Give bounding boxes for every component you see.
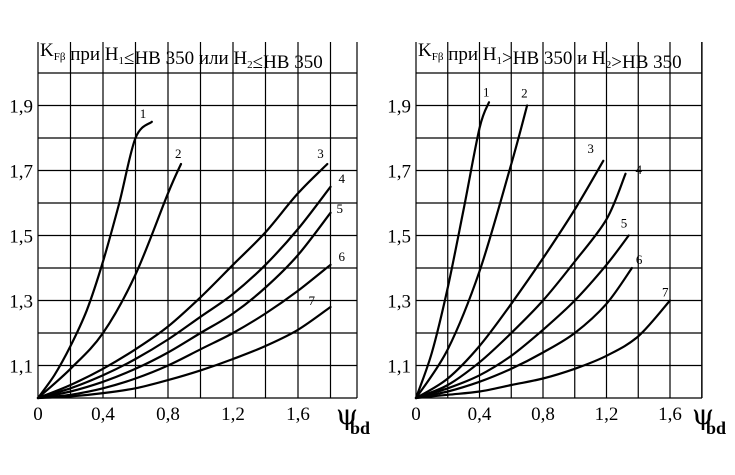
y-tick-label: 1,3 [9,292,33,313]
x-tick-label: 0 [33,404,43,425]
grid [37,42,358,399]
series-label-6: 6 [636,252,643,267]
series-line-2 [414,104,529,400]
x-tick-label: 0,4 [468,404,492,425]
series-line-7 [36,305,332,400]
series-label-7: 7 [309,293,316,308]
chart-title: KFβ при H1≤HB 350 или H2≤HB 350 [40,40,323,73]
y-tick-label: 1,3 [387,292,411,313]
series-label-5: 5 [337,201,344,216]
series-line-5 [36,211,332,400]
series-label-3: 3 [317,146,324,161]
series-label-1: 1 [140,106,147,121]
series-line-4 [36,185,332,400]
series-line-6 [36,263,332,400]
y-tick-label: 1,9 [9,97,33,118]
y-tick-label: 1,1 [387,357,411,378]
x-tick-label: 1,6 [658,404,682,425]
x-axis-label-sub: bd [706,418,726,438]
y-tick-label: 1,5 [387,227,411,248]
chart-panel-1: 1,1 1,3 1,5 1,7 1,9 0 0,4 0,8 1,2 1,6 ψbd KFβ при H… [9,40,370,438]
series-line-1 [414,101,491,400]
y-tick-label: 1,1 [9,357,33,378]
series-label-5: 5 [621,216,628,231]
series-label-7: 7 [662,285,669,300]
series-line-7 [414,299,672,400]
series-line-3 [414,159,605,400]
series-line-2 [36,162,183,400]
y-tick-label: 1,5 [9,227,33,248]
series-label-1: 1 [483,84,490,99]
series-line-4 [414,172,627,400]
x-tick-label: 0,8 [531,404,555,425]
x-tick-label: 1,2 [595,404,619,425]
series-label-4: 4 [636,162,643,177]
x-tick-label: 1,2 [221,404,245,425]
series-label-3: 3 [587,141,594,156]
grid [415,42,703,399]
y-tick-label: 1,7 [387,162,411,183]
series-label-6: 6 [339,249,346,264]
x-tick-label: 0,8 [156,404,180,425]
y-tick-label: 1,9 [387,97,411,118]
series-label-4: 4 [339,171,346,186]
x-tick-label: 0 [411,404,421,425]
x-axis-label: ψ [336,398,358,431]
x-axis-label-sub: bd [350,418,370,438]
series-line-6 [414,266,633,400]
series-line-1 [36,120,153,400]
x-tick-label: 0,4 [91,404,115,425]
x-tick-label: 1,6 [286,404,310,425]
series-label-2: 2 [521,86,528,101]
y-tick-label: 1,7 [9,162,33,183]
series-line-3 [36,162,329,400]
series-line-5 [414,234,630,400]
series-label-2: 2 [175,146,182,161]
chart-title: KFβ при H1>HB 350 и H2>HB 350 [418,40,682,73]
chart-panel-2: 1,1 1,3 1,5 1,7 1,9 0 0,4 0,8 1,2 1,6 ψbd KFβ при H… [387,40,726,438]
x-axis-label: ψ [692,398,714,431]
